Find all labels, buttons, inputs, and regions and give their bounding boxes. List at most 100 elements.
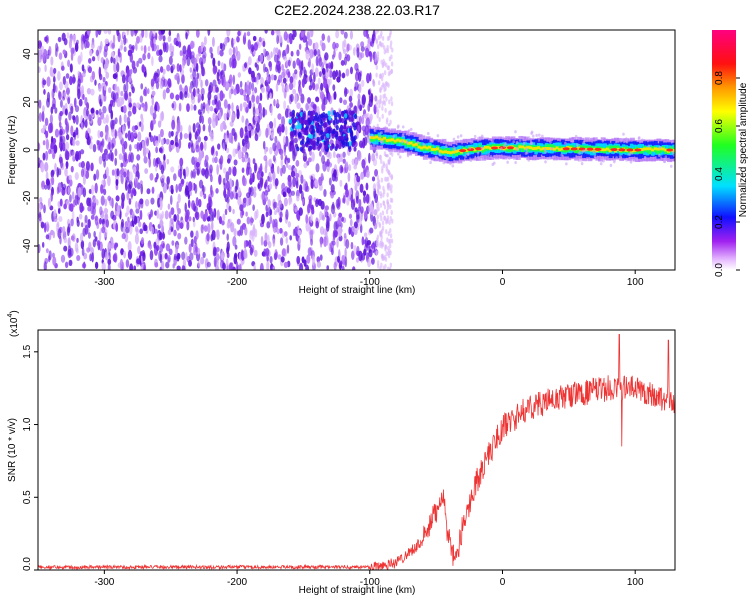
spectrogram-noise-cell xyxy=(233,38,236,45)
spectrogram-noise-cell xyxy=(100,183,104,194)
spectrogram-noise-cell xyxy=(178,102,182,112)
spectrogram-blob-cell xyxy=(344,141,348,147)
spectrogram-noise-cell xyxy=(141,116,144,125)
spectrogram-noise-cell xyxy=(255,74,259,85)
spectrogram-noise-cell xyxy=(152,43,157,52)
spectrogram-noise-cell xyxy=(93,230,96,238)
spectrogram-band-halo xyxy=(503,144,506,148)
spectrogram-band-halo xyxy=(564,141,567,145)
spectrogram-noise-cell xyxy=(128,91,132,97)
spectrogram-noise-cell xyxy=(329,213,332,222)
spectrogram-noise-cell xyxy=(270,30,275,36)
spectrogram-noise-cell xyxy=(232,208,235,215)
spectrogram-band-halo xyxy=(401,125,405,129)
spectrogram-noise-cell xyxy=(71,115,76,121)
spectrogram-noise-cell xyxy=(369,227,374,234)
spectrogram-noise-cell xyxy=(370,93,374,104)
spectrogram-noise-cell xyxy=(308,84,313,91)
spectrogram-y-tick-label: 40 xyxy=(22,48,33,60)
spectrogram-noise-cell xyxy=(381,210,385,216)
spectrogram-blob-cell xyxy=(289,140,293,146)
spectrogram-noise-cell xyxy=(317,77,321,85)
spectrogram-noise-cell xyxy=(277,125,282,133)
spectrogram-noise-cell xyxy=(273,74,277,81)
spectrogram-noise-cell xyxy=(169,219,172,231)
spectrogram-blob-cell xyxy=(338,113,342,119)
spectrogram-noise-cell xyxy=(230,262,234,270)
spectrogram-noise-cell xyxy=(255,107,260,116)
spectrogram-noise-cell xyxy=(123,171,127,178)
spectrogram-blob-cell xyxy=(309,110,313,117)
spectrogram-band-cell xyxy=(656,148,660,155)
spectrogram-noise-cell xyxy=(91,252,94,263)
spectrogram-noise-cell xyxy=(197,260,201,267)
spectrogram-noise-cell xyxy=(65,121,70,133)
spectrogram-noise-cell xyxy=(168,55,173,65)
spectrogram-noise-cell xyxy=(170,139,175,146)
spectrogram-band-halo xyxy=(669,164,673,168)
spectrogram-band-cell xyxy=(542,147,546,150)
spectrogram-noise-cell xyxy=(249,246,253,256)
spectrogram-noise-cell xyxy=(160,138,165,146)
spectrogram-noise-cell xyxy=(337,156,341,165)
spectrogram-noise-cell xyxy=(292,228,296,237)
spectrogram-blob-cell xyxy=(326,140,330,146)
spectrogram-noise-cell xyxy=(91,56,96,62)
spectrogram-noise-cell xyxy=(110,119,115,130)
spectrogram-noise-cell xyxy=(242,101,247,108)
spectrogram-noise-cell xyxy=(357,93,361,101)
spectrogram-noise-cell xyxy=(67,245,72,257)
spectrogram-noise-cell xyxy=(388,110,391,116)
spectrogram-band-cell xyxy=(417,142,421,148)
spectrogram-noise-cell xyxy=(196,168,200,175)
spectrogram-noise-cell xyxy=(76,219,80,227)
spectrogram-noise-cell xyxy=(122,125,126,133)
spectrogram-noise-cell xyxy=(61,65,65,71)
spectrogram-noise-cell xyxy=(76,237,79,243)
spectrogram-noise-cell xyxy=(200,141,204,151)
spectrogram-noise-cell xyxy=(309,48,314,59)
spectrogram-band-cell xyxy=(656,147,660,151)
spectrogram-noise-cell xyxy=(44,150,49,161)
spectrogram-noise-cell xyxy=(68,174,72,181)
spectrogram-noise-cell xyxy=(67,223,71,230)
spectrogram-noise-cell xyxy=(84,214,88,224)
spectrogram-noise-cell xyxy=(48,250,52,261)
spectrogram-noise-cell xyxy=(306,76,310,83)
spectrogram-noise-cell xyxy=(269,208,273,216)
spectrogram-noise-cell xyxy=(252,106,256,118)
spectrogram-noise-cell xyxy=(179,50,183,57)
spectrogram-band-cell xyxy=(483,145,487,149)
spectrogram-noise-cell xyxy=(268,158,273,168)
spectrogram-noise-cell xyxy=(98,231,102,242)
spectrogram-noise-cell xyxy=(98,94,102,105)
spectrogram-noise-cell xyxy=(285,84,290,93)
spectrogram-noise-cell xyxy=(45,171,49,181)
spectrogram-band-halo xyxy=(375,152,378,157)
spectrogram-x-tick-label: 100 xyxy=(627,277,644,288)
spectrogram-noise-cell xyxy=(123,34,127,46)
spectrogram-band-halo xyxy=(480,154,483,158)
spectrogram-noise-cell xyxy=(182,60,185,69)
spectrogram-noise-cell xyxy=(77,70,81,77)
spectrogram-band-halo xyxy=(449,161,452,166)
spectrogram-band-peak xyxy=(506,146,514,150)
spectrogram-noise-cell xyxy=(306,254,311,264)
spectrogram-noise-cell xyxy=(249,186,254,197)
spectrogram-noise-cell xyxy=(239,263,242,270)
spectrogram-band-cell xyxy=(433,148,437,154)
spectrogram-noise-cell xyxy=(108,242,112,250)
spectrogram-band-halo xyxy=(453,148,456,152)
spectrogram-band-cell xyxy=(457,149,461,156)
spectrogram-band-halo xyxy=(613,158,616,162)
spectrogram-noise-cell xyxy=(156,208,160,219)
spectrogram-noise-cell xyxy=(153,38,156,44)
spectrogram-noise-cell xyxy=(269,256,273,264)
spectrogram-noise-cell xyxy=(202,46,207,53)
spectrogram-noise-cell xyxy=(335,42,339,49)
spectrogram-noise-cell xyxy=(213,65,218,74)
spectrogram-noise-cell xyxy=(112,57,116,64)
spectrogram-noise-cell xyxy=(140,83,144,90)
spectrogram-noise-cell xyxy=(80,161,85,169)
spectrogram-noise-cell xyxy=(341,72,346,79)
